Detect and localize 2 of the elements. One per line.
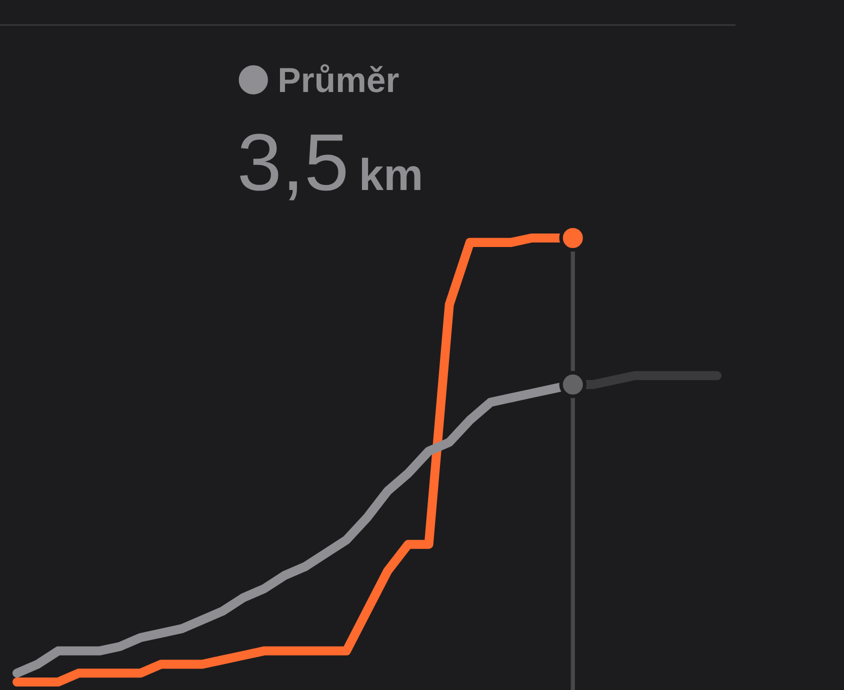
text: 3,5 km	[240, 134, 420, 200]
legend-label: Průměr	[280, 64, 399, 92]
